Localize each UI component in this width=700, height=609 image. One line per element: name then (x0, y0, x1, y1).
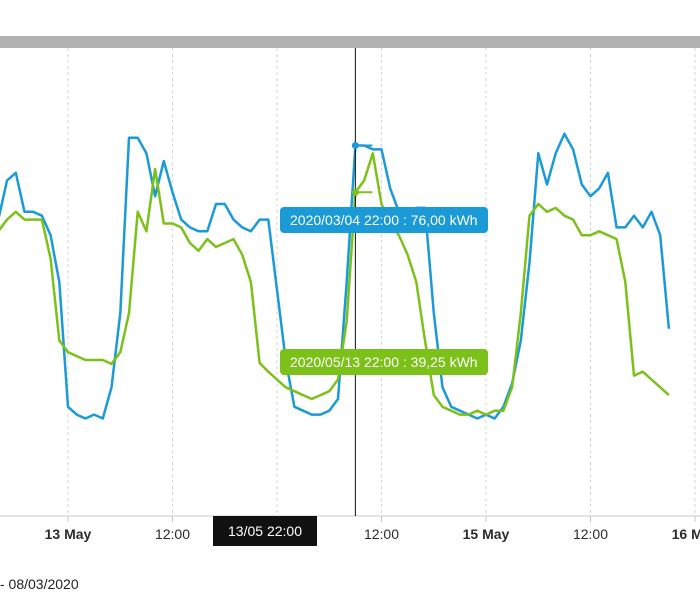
hover-markers (351, 142, 373, 196)
x-tick-label: 15 May (463, 526, 510, 542)
series-lines (0, 132, 671, 420)
x-tick-label: 12:00 (155, 526, 190, 542)
x-tick-label: 16 May (672, 526, 700, 542)
tooltip-series-2020-05-13: 2020/05/13 22:00 : 39,25 kWh (280, 349, 488, 375)
x-tick-label: 13 May (45, 526, 92, 542)
range-selector-bar[interactable] (0, 36, 700, 48)
tooltip-series-2020-03-04: 2020/03/04 22:00 : 76,00 kWh (280, 207, 488, 233)
legend-date-range: - 08/03/2020 (0, 576, 79, 592)
x-tick-label: 12:00 (364, 526, 399, 542)
x-tick-label: 12:00 (573, 526, 608, 542)
series-line-2020-05-13 (0, 152, 670, 416)
crosshair-time-label: 13/05 22:00 (213, 516, 317, 546)
series-line-2020-03-04 (0, 132, 671, 420)
